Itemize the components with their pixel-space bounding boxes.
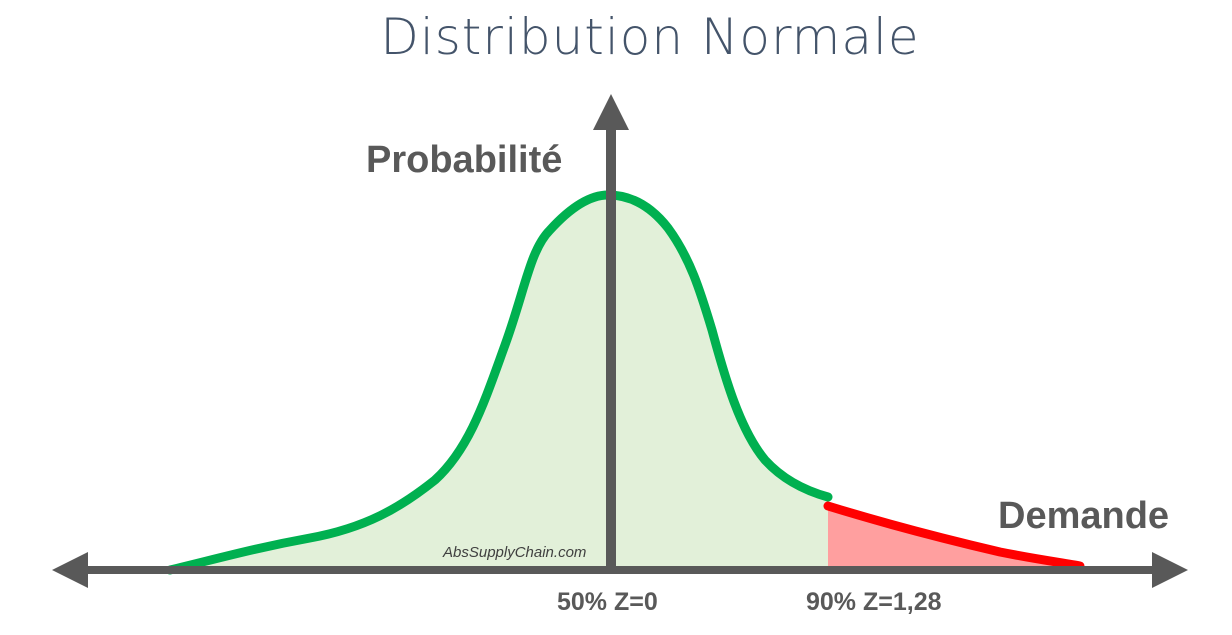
watermark: AbsSupplyChain.com xyxy=(443,544,587,561)
marker-label-median: 50% Z=0 xyxy=(557,588,658,616)
y-axis-label: Probabilité xyxy=(366,139,563,181)
y-axis-up-arrow-icon xyxy=(593,94,629,130)
tail-fill-area xyxy=(828,508,1082,570)
marker-label-90th-percentile: 90% Z=1,28 xyxy=(806,588,942,616)
diagram-title: Distribution Normale xyxy=(380,8,920,66)
x-axis-right-arrow-icon xyxy=(1152,552,1188,588)
curve-fill-area xyxy=(165,195,828,570)
curve-line xyxy=(165,190,833,575)
tail-line xyxy=(823,501,1085,571)
x-axis-label: Demande xyxy=(998,495,1170,537)
x-axis-left-arrow-icon xyxy=(52,552,88,588)
